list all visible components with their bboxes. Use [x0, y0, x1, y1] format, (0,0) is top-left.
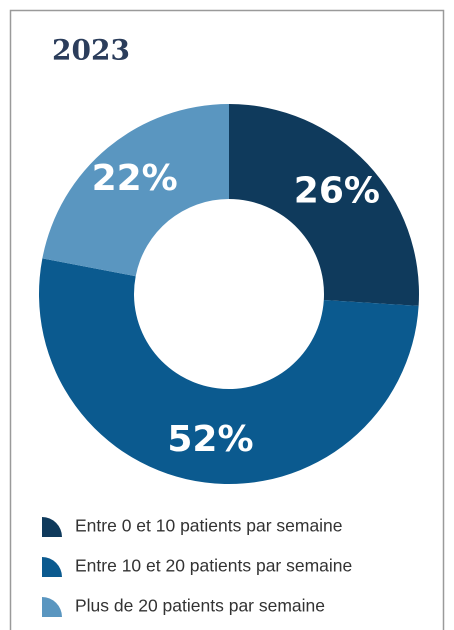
- donut-slice: [229, 104, 420, 306]
- legend-icon: [42, 597, 62, 617]
- legend-label: Entre 0 et 10 patients par semaine: [75, 516, 343, 536]
- legend-label: Plus de 20 patients par semaine: [75, 596, 325, 616]
- legend-icon: [42, 557, 62, 577]
- value-label: 22%: [92, 158, 178, 199]
- value-label: 52%: [167, 419, 253, 460]
- donut-slice: [42, 104, 230, 277]
- value-label: 26%: [294, 171, 380, 212]
- chart-title: 2023: [52, 34, 130, 67]
- legend-label: Entre 10 et 20 patients par semaine: [75, 556, 352, 576]
- donut-slice: [39, 258, 419, 484]
- legend-icon: [42, 517, 62, 537]
